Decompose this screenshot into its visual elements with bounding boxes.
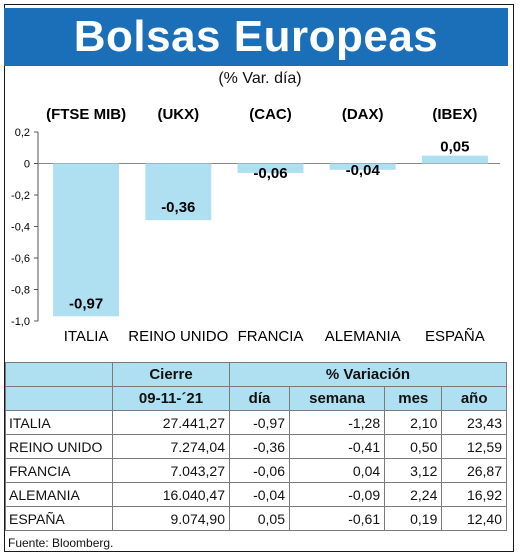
cell-ano: 26,87 xyxy=(441,458,507,483)
category-label: ALEMANIA xyxy=(325,328,401,345)
cell-ano: 12,40 xyxy=(441,506,507,531)
cell-dia: -0,97 xyxy=(229,410,290,435)
index-code-label: (IBEX) xyxy=(432,106,477,123)
cell-cierre: 16.040,47 xyxy=(112,482,230,507)
y-tick-label: -0,8 xyxy=(11,285,30,297)
cell-ano: 23,43 xyxy=(441,410,507,435)
cell-mes: 2,24 xyxy=(384,482,443,507)
cell-mes: 3,12 xyxy=(384,458,443,483)
bar-chart: 0,2 0 -0,2 -0,4 -0,6 -0,8 -1,0 -0,97 (FTSE MIB) I… xyxy=(11,106,500,345)
y-tick-label: 0 xyxy=(24,159,30,171)
cell-name: ITALIA xyxy=(5,410,113,435)
category-label: ITALIA xyxy=(64,328,109,345)
table-row: REINO UNIDO 7.274,04 -0,36 -0,41 0,50 12,59 xyxy=(5,434,507,459)
table-row: ALEMANIA 16.040,47 -0,04 -0,09 2,24 16,92 xyxy=(5,482,507,507)
cell-semana: -1,28 xyxy=(288,410,386,435)
category-label: REINO UNIDO xyxy=(128,328,228,345)
cell-mes: 0,19 xyxy=(384,506,443,531)
header-semana: semana xyxy=(288,386,386,411)
y-tick-label: -0,6 xyxy=(11,253,30,265)
category-label: FRANCIA xyxy=(238,328,304,345)
y-tick-label: -0,2 xyxy=(11,190,30,202)
table-row: ITALIA 27.441,27 -0,97 -1,28 2,10 23,43 xyxy=(5,410,507,435)
cell-dia: 0,05 xyxy=(229,506,290,531)
source-note: Fuente: Bloomberg. xyxy=(8,536,114,550)
infographic-frame xyxy=(4,4,514,552)
header-variacion: % Variación xyxy=(229,362,507,387)
index-code-label: (UKX) xyxy=(157,106,199,123)
bar xyxy=(145,163,212,221)
cell-semana: -0,09 xyxy=(288,482,386,507)
page-title: Bolsas Europeas xyxy=(4,8,508,66)
cell-cierre: 27.441,27 xyxy=(112,410,230,435)
market-table: Cierre % Variación 09-11-´21 día semana … xyxy=(5,362,507,531)
y-tick-label: 0,2 xyxy=(15,127,30,139)
header-date: 09-11-´21 xyxy=(112,386,230,411)
header-ano: año xyxy=(441,386,507,411)
table-row: ESPAÑA 9.074,90 0,05 -0,61 0,19 12,40 xyxy=(5,506,507,531)
cell-name: FRANCIA xyxy=(5,458,113,483)
cell-ano: 16,92 xyxy=(441,482,507,507)
empty-subheader-cell xyxy=(5,386,113,411)
cell-semana: -0,41 xyxy=(288,434,386,459)
y-tick-label: -1,0 xyxy=(11,316,30,328)
cell-dia: -0,06 xyxy=(229,458,290,483)
cell-dia: -0,36 xyxy=(229,434,290,459)
index-code-label: (DAX) xyxy=(342,106,384,123)
data-label: 0,05 xyxy=(440,139,469,156)
cell-name: ESPAÑA xyxy=(5,506,113,531)
data-label: -0,97 xyxy=(69,295,103,312)
cell-name: ALEMANIA xyxy=(5,482,113,507)
cell-dia: -0,04 xyxy=(229,482,290,507)
chart-subtitle: (% Var. día) xyxy=(218,70,302,87)
cell-semana: -0,61 xyxy=(288,506,386,531)
data-label: -0,36 xyxy=(161,199,195,216)
y-tick-label: -0,4 xyxy=(11,222,30,234)
cell-ano: 12,59 xyxy=(441,434,507,459)
header-cierre: Cierre xyxy=(112,362,230,387)
index-code-label: (FTSE MIB) xyxy=(46,106,126,123)
category-label: ESPAÑA xyxy=(425,328,485,345)
bar xyxy=(421,155,488,164)
cell-mes: 2,10 xyxy=(384,410,443,435)
cell-name: REINO UNIDO xyxy=(5,434,113,459)
data-label: -0,06 xyxy=(253,165,287,182)
empty-header-cell xyxy=(5,362,113,387)
cell-semana: 0,04 xyxy=(288,458,386,483)
index-code-label: (CAC) xyxy=(249,106,292,123)
cell-cierre: 7.274,04 xyxy=(112,434,230,459)
data-label: -0,04 xyxy=(346,162,381,179)
bar xyxy=(53,163,120,317)
bar xyxy=(237,163,304,173)
cell-cierre: 9.074,90 xyxy=(112,506,230,531)
header-dia: día xyxy=(229,386,290,411)
bar xyxy=(329,163,396,170)
cell-mes: 0,50 xyxy=(384,434,443,459)
cell-cierre: 7.043,27 xyxy=(112,458,230,483)
header-mes: mes xyxy=(384,386,443,411)
table-row: FRANCIA 7.043,27 -0,06 0,04 3,12 26,87 xyxy=(5,458,507,483)
